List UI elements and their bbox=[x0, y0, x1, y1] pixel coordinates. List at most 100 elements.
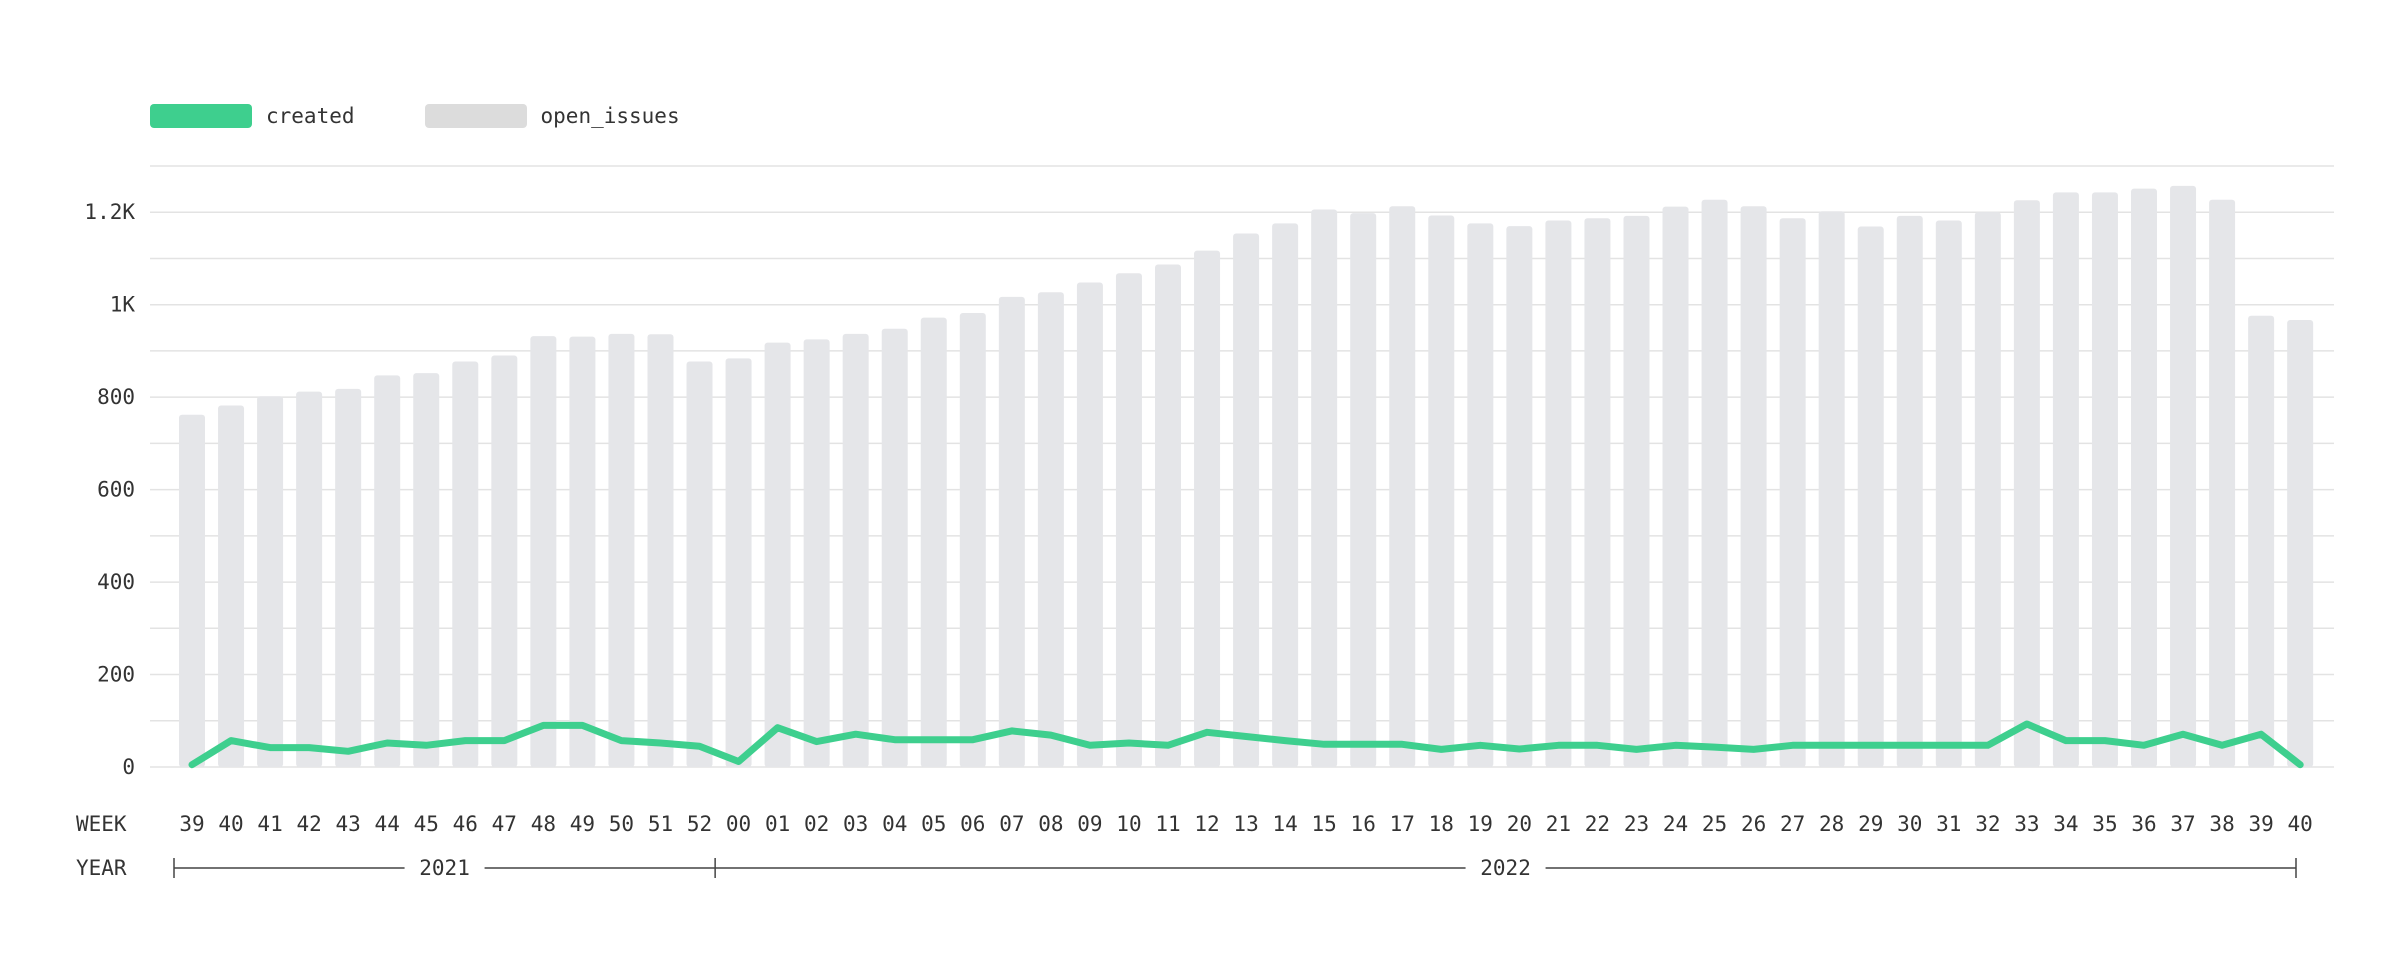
open-issues-bar bbox=[413, 373, 440, 767]
y-axis: 0 200 400 600 800 1K 1.2K bbox=[84, 200, 135, 779]
open-issues-bar bbox=[920, 317, 947, 767]
created-point bbox=[1595, 743, 1600, 748]
created-point bbox=[190, 762, 194, 767]
y-tick-label: 1.2K bbox=[84, 200, 135, 224]
week-tick-label: 15 bbox=[1312, 812, 1337, 836]
created-point bbox=[1673, 743, 1678, 748]
week-tick-label: 27 bbox=[1780, 812, 1805, 836]
created-point bbox=[1790, 743, 1795, 748]
open-issues-bar bbox=[881, 328, 908, 767]
open-issues-bars bbox=[179, 185, 2314, 768]
year-groups: 2021 2022 bbox=[173, 856, 2297, 880]
legend-item-open-issues[interactable]: open_issues bbox=[424, 104, 680, 128]
legend-swatch-created bbox=[150, 104, 252, 128]
week-tick-label: 43 bbox=[336, 812, 361, 836]
open-issues-bar bbox=[647, 334, 674, 767]
year-axis-label: YEAR bbox=[76, 856, 127, 880]
week-tick-label: 32 bbox=[1975, 812, 2000, 836]
week-tick-label: 37 bbox=[2170, 812, 2195, 836]
open-issues-bar bbox=[1662, 206, 1689, 767]
created-point bbox=[1517, 746, 1522, 751]
open-issues-bar bbox=[2131, 188, 2157, 767]
year-label: 2021 bbox=[419, 856, 470, 880]
open-issues-bar bbox=[257, 396, 284, 767]
week-tick-label: 10 bbox=[1116, 812, 1141, 836]
open-issues-bar bbox=[569, 336, 596, 767]
created-point bbox=[1283, 738, 1288, 743]
created-point bbox=[1751, 747, 1756, 752]
week-tick-label: 16 bbox=[1351, 812, 1376, 836]
week-tick-label: 24 bbox=[1663, 812, 1688, 836]
created-point bbox=[1126, 740, 1131, 745]
open-issues-bar bbox=[1584, 218, 1611, 767]
week-tick-label: 08 bbox=[1038, 812, 1063, 836]
open-issues-bar bbox=[686, 361, 713, 767]
week-tick-label: 29 bbox=[1858, 812, 1883, 836]
week-tick-label: 02 bbox=[804, 812, 829, 836]
week-tick-label: 48 bbox=[531, 812, 556, 836]
y-tick-label: 800 bbox=[97, 385, 135, 409]
open-issues-bar bbox=[1701, 199, 1728, 767]
open-issues-bar bbox=[335, 388, 362, 767]
week-tick-label: 18 bbox=[1429, 812, 1454, 836]
created-point bbox=[892, 737, 897, 742]
created-point bbox=[619, 738, 624, 743]
open-issues-bar bbox=[842, 333, 869, 767]
open-issues-bar bbox=[764, 342, 791, 767]
created-point bbox=[1946, 743, 1951, 748]
week-tick-label: 31 bbox=[1936, 812, 1961, 836]
open-issues-bar bbox=[491, 355, 518, 767]
created-point bbox=[268, 745, 273, 750]
open-issues-bar bbox=[608, 333, 635, 767]
created-point bbox=[1244, 734, 1249, 739]
created-point bbox=[736, 759, 741, 764]
open-issues-bar bbox=[2170, 185, 2197, 768]
created-point bbox=[1009, 728, 1014, 733]
open-issues-bar bbox=[218, 405, 245, 767]
legend-item-created[interactable]: created bbox=[150, 104, 355, 128]
week-tick-label: 42 bbox=[296, 812, 321, 836]
created-point bbox=[658, 740, 663, 745]
week-tick-label: 36 bbox=[2131, 812, 2156, 836]
created-point bbox=[2142, 743, 2146, 748]
y-tick-label: 1K bbox=[110, 293, 136, 317]
chart-legend: created open_issues bbox=[150, 104, 750, 128]
created-point bbox=[385, 740, 390, 745]
open-issues-bar bbox=[1857, 226, 1884, 767]
week-tick-label: 39 bbox=[2248, 812, 2273, 836]
created-point bbox=[2259, 732, 2264, 737]
week-tick-label: 14 bbox=[1272, 812, 1297, 836]
week-tick-label: 44 bbox=[375, 812, 400, 836]
week-tick-label: 51 bbox=[648, 812, 673, 836]
open-issues-bar bbox=[179, 414, 205, 767]
week-tick-label: 45 bbox=[414, 812, 439, 836]
created-point bbox=[1712, 745, 1717, 750]
open-issues-bar bbox=[725, 358, 752, 767]
created-point bbox=[541, 723, 546, 728]
week-tick-label: 13 bbox=[1233, 812, 1258, 836]
open-issues-bar bbox=[1779, 218, 1806, 767]
created-line-layer bbox=[188, 720, 2304, 769]
open-issues-bar bbox=[2013, 200, 2040, 768]
week-tick-label: 03 bbox=[843, 812, 868, 836]
open-issues-bar bbox=[1896, 215, 1923, 768]
open-issues-bar bbox=[1233, 233, 1260, 767]
week-tick-label: 12 bbox=[1194, 812, 1219, 836]
y-tick-label: 200 bbox=[97, 663, 135, 687]
week-tick-label: 38 bbox=[2209, 812, 2234, 836]
open-issues-bar bbox=[1115, 273, 1142, 767]
week-tick-label: 26 bbox=[1741, 812, 1766, 836]
created-point bbox=[970, 737, 975, 742]
legend-label-open-issues: open_issues bbox=[540, 104, 680, 128]
open-issues-bar bbox=[296, 391, 323, 767]
week-tick-label: 04 bbox=[882, 812, 907, 836]
created-point bbox=[775, 725, 780, 730]
created-point bbox=[1361, 742, 1366, 747]
open-issues-bar bbox=[1194, 250, 1221, 768]
week-tick-label: 52 bbox=[687, 812, 712, 836]
open-issues-bar bbox=[1935, 220, 1962, 767]
week-tick-label: 39 bbox=[179, 812, 204, 836]
created-point bbox=[853, 732, 858, 737]
created-point bbox=[1634, 747, 1639, 752]
